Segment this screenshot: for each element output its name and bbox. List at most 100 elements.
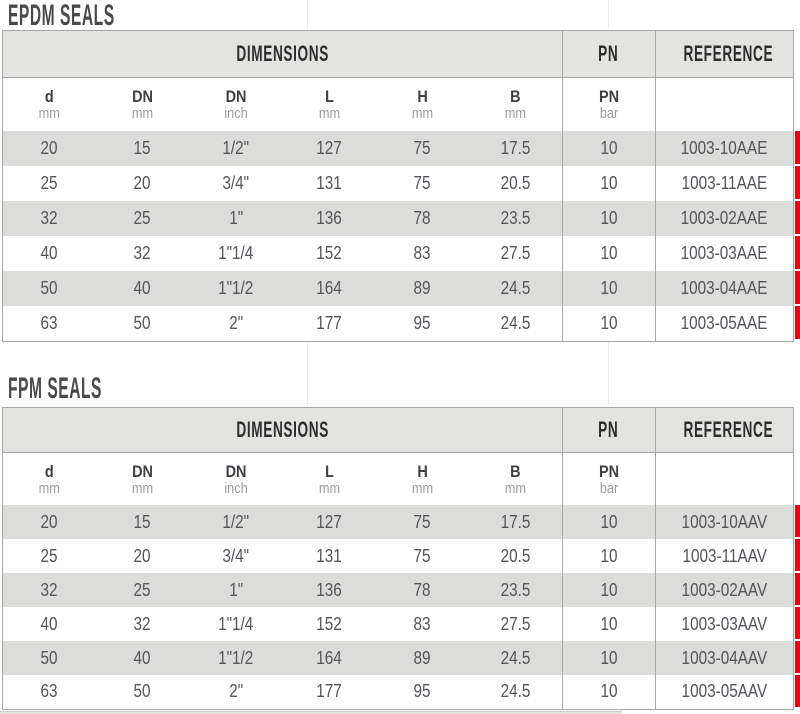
dimension-cell: 177 bbox=[282, 306, 376, 341]
accent-stripe-column bbox=[795, 30, 800, 342]
dimension-cell: 24.5 bbox=[468, 641, 563, 675]
accent-stripe-segment bbox=[795, 607, 800, 639]
table-row: 20 15 1/2" 127 75 17.5 10 1003-10AAV bbox=[2, 505, 794, 539]
dimension-cell: 24.5 bbox=[468, 306, 563, 341]
dimension-cell: 2" bbox=[188, 306, 283, 341]
pn-group-header-label: PN bbox=[598, 417, 619, 442]
dimension-cell: 83 bbox=[375, 607, 469, 641]
fpm-seals-section: DIMENSIONS PN REFERENCE d mm DN mm DN inch … bbox=[2, 407, 800, 710]
cell-value: 10 bbox=[600, 173, 618, 193]
accent-stripe-segment bbox=[795, 131, 800, 164]
dimension-cell: 20 bbox=[95, 166, 189, 201]
dimension-cell: 10 bbox=[561, 306, 656, 341]
accent-stripe-segment bbox=[795, 201, 800, 234]
cell-value: 1003-02AAE bbox=[680, 208, 768, 228]
dimension-cell: 20 bbox=[2, 131, 96, 166]
table-row: 32 25 1" 136 78 23.5 10 1003-02AAE bbox=[2, 201, 794, 236]
dimension-cell: 63 bbox=[2, 306, 96, 341]
column-header-reference bbox=[654, 452, 794, 505]
reference-group-header: REFERENCE bbox=[654, 30, 794, 78]
cell-value: 25 bbox=[133, 208, 151, 228]
table-row: 50 40 1"1/2 164 89 24.5 10 1003-04AAV bbox=[2, 641, 794, 675]
cell-value: 25 bbox=[40, 173, 58, 193]
accent-stripe-segment bbox=[795, 166, 800, 199]
table-row: 40 32 1"1/4 152 83 27.5 10 1003-03AAV bbox=[2, 607, 794, 641]
cell-value: 15 bbox=[133, 511, 151, 532]
cell-value: 1" bbox=[228, 579, 243, 600]
table-group-header-row: DIMENSIONS PN REFERENCE bbox=[2, 407, 794, 453]
reference-cell: 1003-03AAV bbox=[654, 607, 794, 641]
cell-value: 20 bbox=[40, 511, 58, 532]
cell-value: 40 bbox=[40, 613, 58, 634]
cell-value: 95 bbox=[413, 312, 431, 333]
dimension-cell: 75 bbox=[375, 505, 469, 539]
dimension-cell: 164 bbox=[282, 641, 376, 675]
cell-value: 50 bbox=[133, 681, 151, 702]
cell-value: 23.5 bbox=[500, 579, 531, 600]
cell-value: 20 bbox=[133, 545, 151, 566]
accent-stripe-segment bbox=[795, 675, 800, 707]
dimension-cell: 1" bbox=[188, 201, 283, 236]
cell-value: 83 bbox=[413, 613, 431, 634]
dimension-cell: 23.5 bbox=[468, 573, 563, 607]
cell-value: 32 bbox=[40, 208, 58, 228]
dimension-cell: 20 bbox=[95, 539, 189, 573]
cell-value: 127 bbox=[316, 511, 343, 532]
dimensions-group-header: DIMENSIONS bbox=[2, 407, 563, 453]
dimension-cell: 25 bbox=[2, 166, 96, 201]
cell-value: 1003-11AAE bbox=[681, 173, 768, 193]
dimension-cell: 1"1/2 bbox=[188, 271, 283, 306]
dimension-cell: 20.5 bbox=[468, 166, 563, 201]
dimension-cell: 136 bbox=[282, 573, 376, 607]
fpm-seals-table: DIMENSIONS PN REFERENCE d mm DN mm DN inch … bbox=[2, 407, 794, 710]
cell-value: 25 bbox=[133, 579, 151, 600]
cell-value: 1003-05AAV bbox=[681, 681, 768, 702]
accent-stripe-segment bbox=[795, 573, 800, 605]
dimension-cell: 164 bbox=[282, 271, 376, 306]
dimension-cell: 50 bbox=[2, 641, 96, 675]
dimension-cell: 127 bbox=[282, 131, 376, 166]
dimension-cell: 24.5 bbox=[468, 675, 563, 709]
dimension-cell: 20.5 bbox=[468, 539, 563, 573]
cell-value: 136 bbox=[316, 579, 343, 600]
cell-value: 50 bbox=[40, 278, 58, 298]
cell-value: 10 bbox=[600, 579, 618, 600]
reference-cell: 1003-04AAE bbox=[654, 271, 794, 306]
dimension-cell: 10 bbox=[561, 675, 656, 709]
cell-value: 10 bbox=[600, 681, 618, 702]
reference-cell: 1003-10AAV bbox=[654, 505, 794, 539]
accent-stripe-segment bbox=[795, 641, 800, 673]
dimension-cell: 24.5 bbox=[468, 271, 563, 306]
dimension-cell: 27.5 bbox=[468, 236, 563, 271]
next-section-edge bbox=[0, 711, 622, 714]
reference-group-header: REFERENCE bbox=[654, 407, 794, 453]
dimension-cell: 10 bbox=[561, 573, 656, 607]
dimension-cell: 15 bbox=[95, 131, 189, 166]
dimension-cell: 40 bbox=[95, 641, 189, 675]
dimension-cell: 131 bbox=[282, 539, 376, 573]
dimension-cell: 10 bbox=[561, 236, 656, 271]
cell-value: 20.5 bbox=[500, 173, 531, 193]
dimension-cell: 78 bbox=[375, 573, 469, 607]
cell-value: 1" bbox=[228, 208, 243, 228]
dimension-cell: 89 bbox=[375, 271, 469, 306]
column-header-pn: PN bar bbox=[561, 77, 656, 131]
cell-value: 63 bbox=[40, 312, 58, 333]
table-row: 63 50 2" 177 95 24.5 10 1003-05AAE bbox=[2, 306, 794, 341]
cell-value: 152 bbox=[316, 613, 343, 634]
dimension-cell: 40 bbox=[2, 607, 96, 641]
epdm-seals-table: DIMENSIONS PN REFERENCE d mm DN mm DN inch … bbox=[2, 30, 794, 342]
column-header-d: d mm bbox=[38, 461, 60, 497]
dimension-cell: 27.5 bbox=[468, 607, 563, 641]
dimensions-group-header-label: DIMENSIONS bbox=[236, 417, 329, 442]
cell-value: 10 bbox=[600, 511, 618, 532]
cell-value: 75 bbox=[413, 511, 431, 532]
cell-value: 1003-04AAE bbox=[680, 278, 768, 298]
dimension-cell: 63 bbox=[2, 675, 96, 709]
accent-stripe-segment bbox=[795, 306, 800, 339]
dimension-cell: 1"1/4 bbox=[188, 607, 283, 641]
